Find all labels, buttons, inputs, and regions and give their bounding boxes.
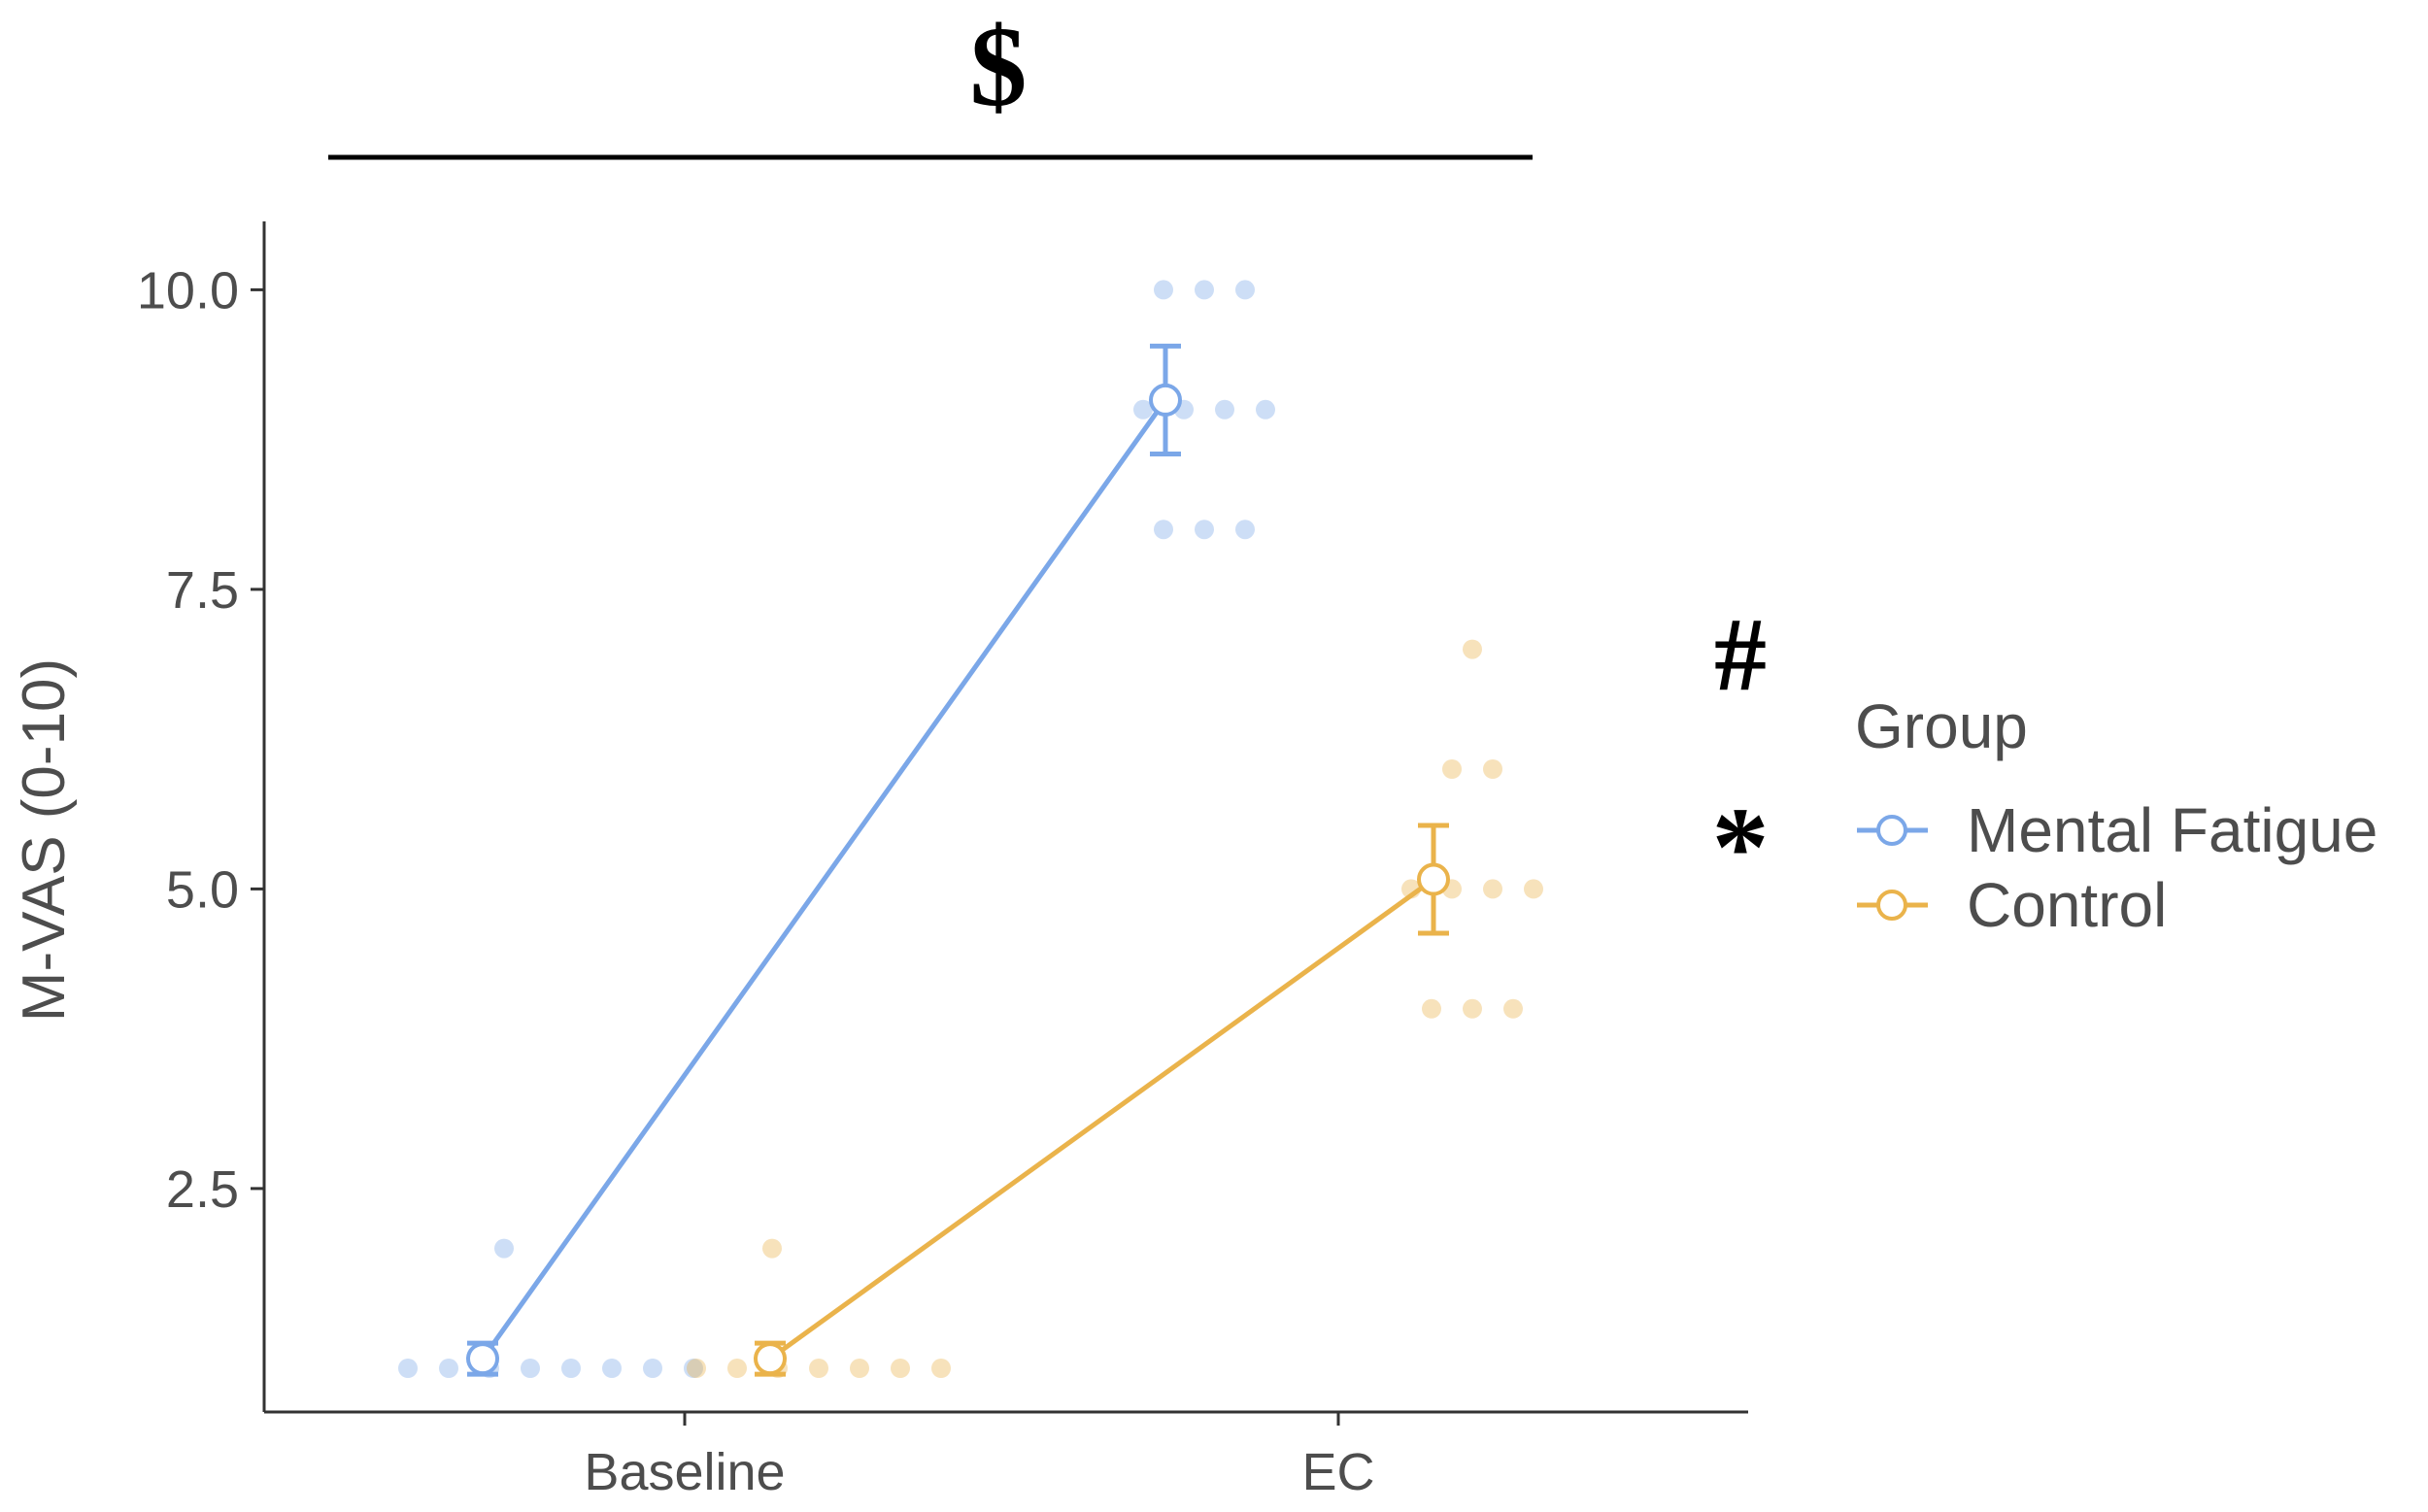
data-point [439, 1359, 458, 1378]
x-ticks: Baseline EC [584, 1412, 1375, 1501]
legend-item-control: Control [1857, 870, 2167, 940]
data-point [1483, 759, 1502, 779]
x-tick-label: Baseline [584, 1443, 785, 1501]
data-point [891, 1359, 910, 1378]
legend-item-mental-fatigue: Mental Fatigue [1857, 795, 2377, 865]
series-line [768, 877, 1435, 1361]
data-point [1256, 399, 1275, 420]
data-point [1215, 399, 1234, 420]
mean-marker [754, 1342, 787, 1376]
data-point [521, 1359, 540, 1378]
data-point [931, 1359, 951, 1378]
mean-marker [466, 1342, 499, 1376]
data-point [1235, 520, 1255, 540]
data-point [1483, 879, 1502, 899]
data-point [727, 1359, 747, 1378]
legend-label-control: Control [1967, 870, 2167, 940]
data-point [1195, 520, 1214, 540]
data-point [762, 1238, 782, 1259]
data-point [1463, 639, 1482, 659]
y-axis-title: M-VAS (0-10) [11, 658, 78, 1022]
annotation-hash: # [1714, 597, 1767, 713]
series-line [480, 398, 1168, 1361]
data-point [1154, 520, 1173, 540]
data-point [684, 1359, 703, 1378]
data-point [850, 1359, 869, 1378]
legend-title: Group [1855, 691, 2028, 761]
mean-marker [1417, 862, 1450, 896]
data-point [1133, 399, 1153, 420]
data-point [561, 1359, 581, 1378]
mean-marker [1149, 383, 1182, 417]
data-point [1422, 998, 1441, 1019]
plot-area [398, 280, 1543, 1378]
data-point [602, 1359, 622, 1378]
legend-label-mental-fatigue: Mental Fatigue [1967, 795, 2377, 865]
y-ticks: 2.5 5.0 7.5 10.0 [137, 261, 264, 1219]
data-point [1503, 998, 1523, 1019]
data-point [1154, 280, 1173, 300]
data-point [1235, 280, 1255, 300]
data-point [398, 1359, 418, 1378]
y-tick-label: 5.0 [166, 860, 239, 919]
y-tick-label: 10.0 [137, 261, 239, 319]
data-point [1442, 759, 1462, 779]
data-point [494, 1238, 514, 1259]
legend-key-marker [1876, 815, 1907, 846]
legend-key-marker [1876, 890, 1907, 921]
data-point [809, 1359, 828, 1378]
y-tick-label: 2.5 [166, 1160, 239, 1219]
data-point [643, 1359, 662, 1378]
data-point [1524, 879, 1543, 899]
data-point [1463, 998, 1482, 1019]
annotation-dollar: $ [970, 3, 1028, 130]
annotation-asterisk: * [1712, 784, 1770, 911]
y-tick-label: 7.5 [166, 561, 239, 620]
x-tick-label: EC [1301, 1443, 1374, 1501]
data-point [687, 1359, 706, 1378]
data-point [1195, 280, 1214, 300]
